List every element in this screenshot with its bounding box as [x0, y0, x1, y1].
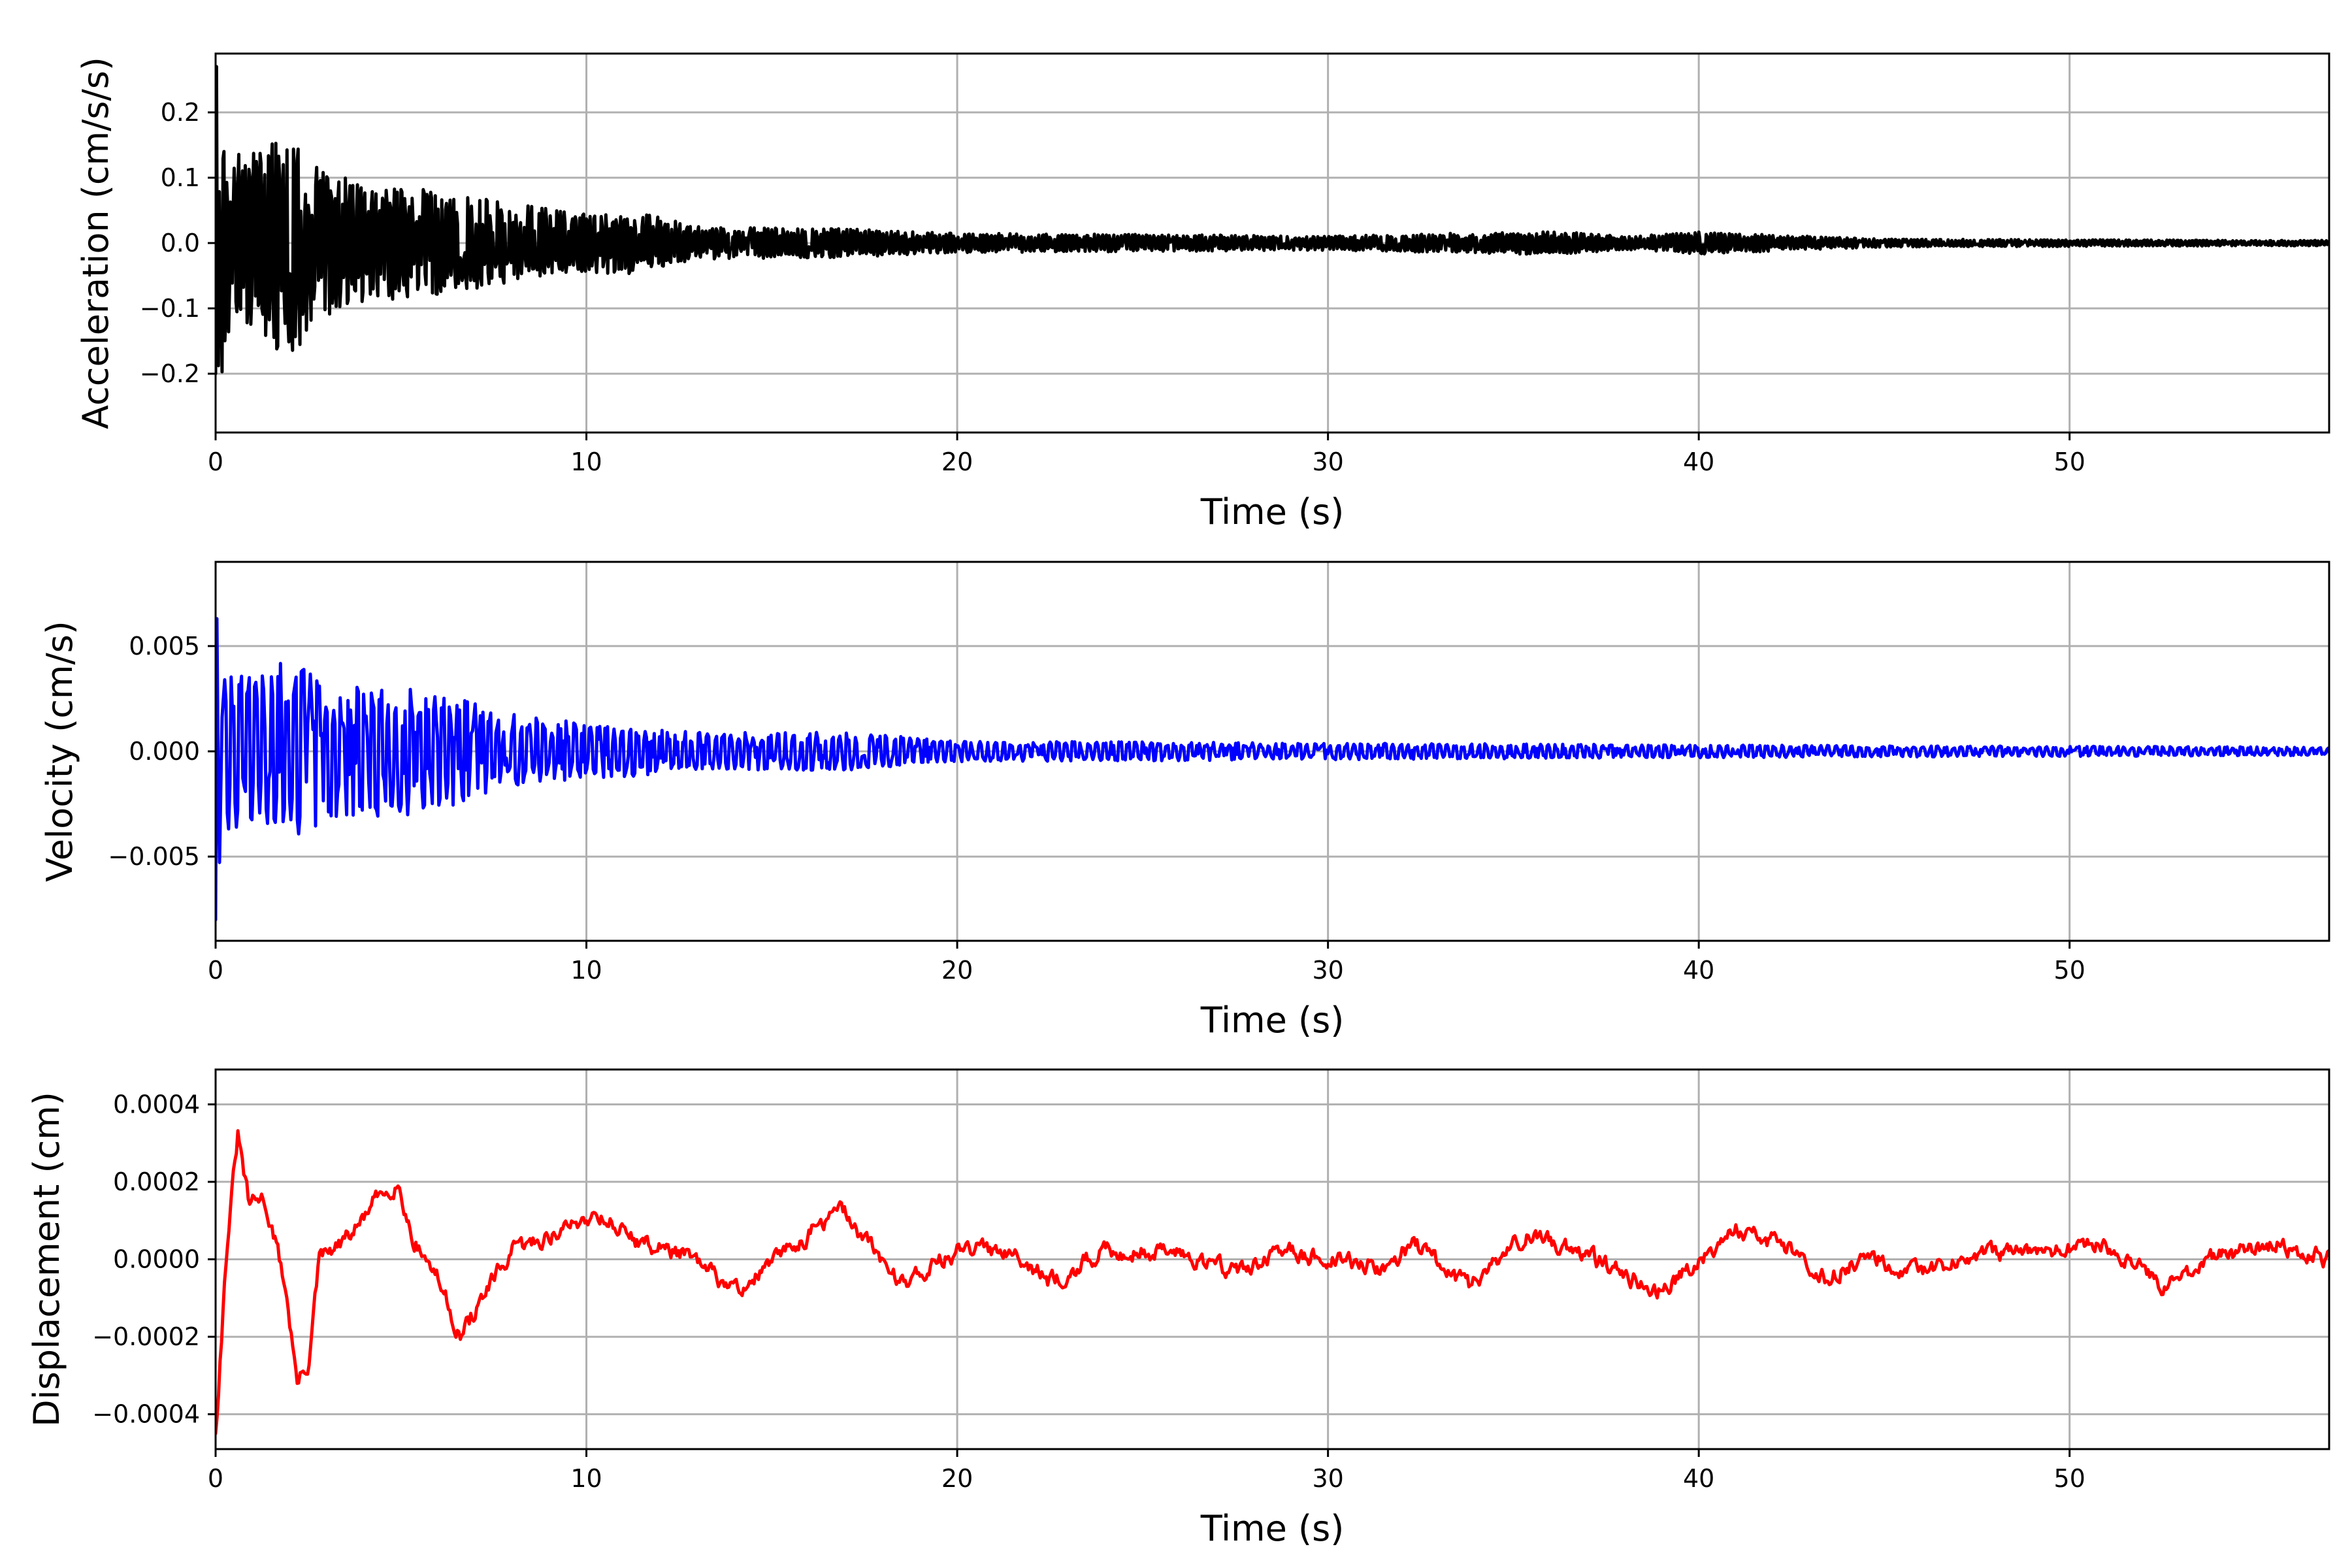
- velocity-x-tick-label-0: 0: [208, 956, 223, 985]
- acceleration-y-axis-label: Acceleration (cm/s/s): [75, 57, 116, 429]
- velocity-y-tick-label-2: 0.005: [129, 632, 200, 661]
- displacement-y-tick-label-0: −0.0004: [92, 1400, 200, 1429]
- displacement-x-tick-label-0: 0: [208, 1464, 223, 1493]
- displacement-panel: 0 10 20 30 40 50 −0.0004 −0.0002 0.0000 0.0002 0.0…: [26, 1068, 2330, 1549]
- acceleration-x-axis-label: Time (s): [1200, 491, 1345, 532]
- velocity-x-tick-label-3: 30: [1312, 956, 1343, 985]
- displacement-y-axis-label: Displacement (cm): [26, 1092, 67, 1427]
- acceleration-series: [216, 65, 2329, 376]
- acceleration-y-tick-label-4: 0.2: [161, 98, 200, 127]
- velocity-y-tick-label-1: 0.000: [129, 737, 200, 766]
- velocity-ticks: 0 10 20 30 40 50 −0.005 0.000 0.005: [108, 632, 2085, 985]
- displacement-x-tick-label-4: 40: [1683, 1464, 1714, 1493]
- acceleration-x-tick-label-2: 20: [941, 448, 973, 476]
- displacement-x-tick-label-5: 50: [2054, 1464, 2085, 1493]
- acceleration-y-tick-label-0: −0.2: [140, 359, 200, 388]
- velocity-series: [216, 617, 2329, 922]
- displacement-series: [216, 1129, 2329, 1435]
- displacement-x-axis-label: Time (s): [1200, 1508, 1345, 1549]
- displacement-y-tick-label-1: −0.0002: [92, 1322, 200, 1351]
- acceleration-panel: 0 10 20 30 40 50 −0.2 −0.1 0.0 0.1 0.2 Time (s) Ac…: [75, 52, 2330, 532]
- velocity-series-line: [216, 617, 2329, 922]
- velocity-x-axis-label: Time (s): [1200, 1000, 1345, 1041]
- velocity-y-axis-label: Velocity (cm/s): [39, 621, 80, 882]
- velocity-x-tick-label-4: 40: [1683, 956, 1714, 985]
- velocity-panel: 0 10 20 30 40 50 −0.005 0.000 0.005 Time (s) Vel…: [39, 561, 2330, 1041]
- displacement-series-line: [216, 1129, 2329, 1435]
- displacement-y-tick-label-4: 0.0004: [113, 1090, 200, 1119]
- velocity-grid: [214, 562, 2329, 941]
- velocity-x-tick-label-2: 20: [941, 956, 973, 985]
- displacement-x-tick-label-2: 20: [941, 1464, 973, 1493]
- acceleration-ticks: 0 10 20 30 40 50 −0.2 −0.1 0.0 0.1 0.2: [140, 98, 2085, 476]
- displacement-y-tick-label-2: 0.0000: [113, 1245, 200, 1274]
- velocity-x-tick-label-5: 50: [2054, 956, 2085, 985]
- displacement-ticks: 0 10 20 30 40 50 −0.0004 −0.0002 0.0000 0.0002 0.0…: [92, 1090, 2085, 1493]
- displacement-x-tick-label-1: 10: [570, 1464, 602, 1493]
- acceleration-y-tick-label-2: 0.0: [161, 229, 200, 257]
- velocity-y-tick-label-0: −0.005: [108, 842, 200, 871]
- displacement-y-tick-label-3: 0.0002: [113, 1168, 200, 1196]
- acceleration-x-tick-label-1: 10: [570, 448, 602, 476]
- displacement-x-tick-label-3: 30: [1312, 1464, 1343, 1493]
- acceleration-y-tick-label-3: 0.1: [161, 163, 200, 192]
- velocity-x-tick-label-1: 10: [570, 956, 602, 985]
- acceleration-series-line: [216, 65, 2329, 376]
- acceleration-y-tick-label-1: −0.1: [140, 294, 200, 323]
- acceleration-x-tick-label-5: 50: [2054, 448, 2085, 476]
- acceleration-x-tick-label-3: 30: [1312, 448, 1343, 476]
- acceleration-x-tick-label-0: 0: [208, 448, 223, 476]
- acceleration-x-tick-label-4: 40: [1683, 448, 1714, 476]
